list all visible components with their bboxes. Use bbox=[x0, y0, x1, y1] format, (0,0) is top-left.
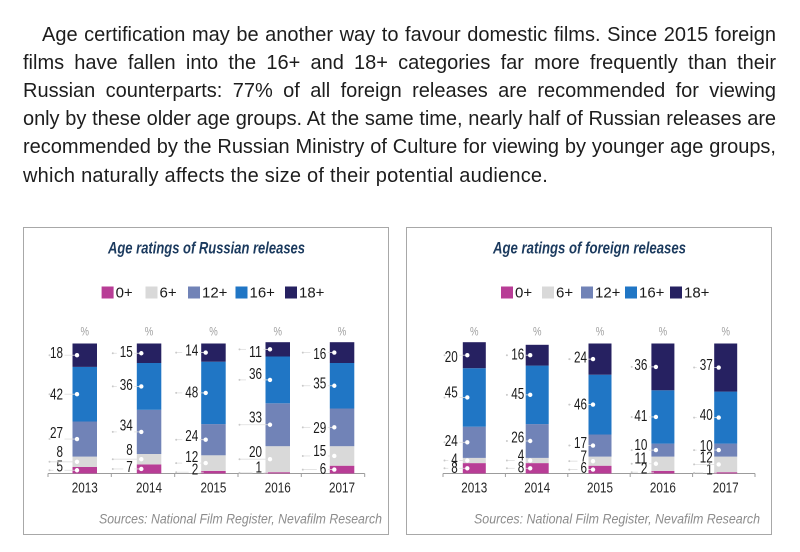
svg-text:2013: 2013 bbox=[461, 481, 487, 497]
svg-text:%: % bbox=[533, 325, 542, 339]
svg-text:10: 10 bbox=[634, 437, 647, 454]
svg-text:17: 17 bbox=[574, 435, 587, 452]
svg-text:8: 8 bbox=[518, 460, 525, 477]
svg-text:2: 2 bbox=[192, 462, 199, 479]
svg-text:33: 33 bbox=[249, 410, 262, 427]
svg-text:%: % bbox=[145, 325, 154, 339]
svg-text:0+: 0+ bbox=[116, 285, 133, 302]
svg-text:48: 48 bbox=[185, 385, 198, 402]
svg-text:45: 45 bbox=[445, 385, 458, 402]
svg-text:2015: 2015 bbox=[200, 481, 226, 497]
svg-text:11: 11 bbox=[634, 450, 647, 467]
svg-text:7: 7 bbox=[126, 459, 133, 476]
svg-text:0+: 0+ bbox=[515, 285, 532, 302]
svg-text:16+: 16+ bbox=[639, 285, 665, 302]
svg-text:2013: 2013 bbox=[72, 481, 98, 497]
svg-text:12: 12 bbox=[185, 449, 198, 466]
svg-text:14: 14 bbox=[185, 343, 198, 360]
svg-text:%: % bbox=[81, 325, 90, 339]
svg-text:8: 8 bbox=[126, 442, 133, 459]
svg-text:12+: 12+ bbox=[595, 285, 621, 302]
svg-text:2017: 2017 bbox=[329, 481, 355, 497]
svg-text:27: 27 bbox=[50, 425, 63, 442]
svg-text:18+: 18+ bbox=[299, 285, 325, 302]
svg-text:1: 1 bbox=[256, 460, 263, 477]
svg-text:2017: 2017 bbox=[713, 481, 739, 497]
svg-text:%: % bbox=[274, 325, 283, 339]
svg-text:Age ratings of foreign release: Age ratings of foreign releases bbox=[492, 239, 686, 258]
svg-text:10: 10 bbox=[700, 438, 713, 455]
svg-text:4: 4 bbox=[451, 451, 458, 468]
svg-text:24: 24 bbox=[445, 433, 458, 450]
svg-text:8: 8 bbox=[451, 460, 458, 477]
svg-text:%: % bbox=[209, 325, 218, 339]
svg-text:16: 16 bbox=[511, 346, 524, 363]
svg-text:46: 46 bbox=[574, 396, 587, 413]
svg-text:36: 36 bbox=[634, 357, 647, 374]
svg-text:5: 5 bbox=[57, 459, 64, 476]
svg-text:40: 40 bbox=[700, 407, 713, 424]
svg-text:6+: 6+ bbox=[160, 285, 177, 302]
svg-text:2015: 2015 bbox=[587, 481, 613, 497]
svg-text:2014: 2014 bbox=[136, 481, 162, 497]
svg-text:6: 6 bbox=[581, 460, 588, 477]
svg-text:12: 12 bbox=[700, 450, 713, 467]
svg-text:%: % bbox=[596, 325, 605, 339]
svg-text:2: 2 bbox=[641, 461, 648, 478]
svg-text:45: 45 bbox=[511, 386, 524, 403]
svg-text:36: 36 bbox=[120, 377, 133, 394]
svg-text:%: % bbox=[470, 325, 479, 339]
svg-text:12+: 12+ bbox=[202, 285, 228, 302]
svg-text:16+: 16+ bbox=[250, 285, 276, 302]
svg-text:24: 24 bbox=[185, 428, 198, 445]
svg-text:Age ratings of Russian release: Age ratings of Russian releases bbox=[107, 239, 305, 258]
svg-text:1: 1 bbox=[706, 462, 713, 479]
svg-text:2014: 2014 bbox=[524, 481, 550, 497]
svg-text:Sources: National Film Registe: Sources: National Film Register, Nevafil… bbox=[99, 512, 382, 527]
svg-text:Sources: National Film Registe: Sources: National Film Register, Nevafil… bbox=[474, 512, 760, 527]
svg-text:15: 15 bbox=[120, 344, 133, 361]
svg-text:2016: 2016 bbox=[650, 481, 676, 497]
svg-text:4: 4 bbox=[518, 448, 525, 465]
svg-text:%: % bbox=[659, 325, 668, 339]
svg-text:35: 35 bbox=[313, 375, 326, 392]
svg-text:8: 8 bbox=[57, 444, 64, 461]
svg-text:42: 42 bbox=[50, 387, 63, 404]
svg-text:18+: 18+ bbox=[684, 285, 710, 302]
svg-text:26: 26 bbox=[511, 429, 524, 446]
svg-text:%: % bbox=[721, 325, 730, 339]
svg-text:15: 15 bbox=[313, 443, 326, 460]
svg-text:18: 18 bbox=[50, 345, 63, 362]
svg-text:36: 36 bbox=[249, 366, 262, 383]
svg-text:6: 6 bbox=[320, 461, 327, 478]
svg-text:37: 37 bbox=[700, 357, 713, 374]
svg-text:34: 34 bbox=[120, 418, 133, 435]
svg-text:6+: 6+ bbox=[556, 285, 573, 302]
svg-text:7: 7 bbox=[581, 448, 588, 465]
svg-text:29: 29 bbox=[313, 420, 326, 437]
svg-text:%: % bbox=[338, 325, 347, 339]
svg-text:20: 20 bbox=[249, 444, 262, 461]
svg-text:2016: 2016 bbox=[265, 481, 291, 497]
svg-text:20: 20 bbox=[445, 349, 458, 366]
svg-text:11: 11 bbox=[249, 344, 262, 361]
svg-text:24: 24 bbox=[574, 350, 587, 367]
svg-text:16: 16 bbox=[313, 346, 326, 363]
svg-text:41: 41 bbox=[634, 408, 647, 425]
